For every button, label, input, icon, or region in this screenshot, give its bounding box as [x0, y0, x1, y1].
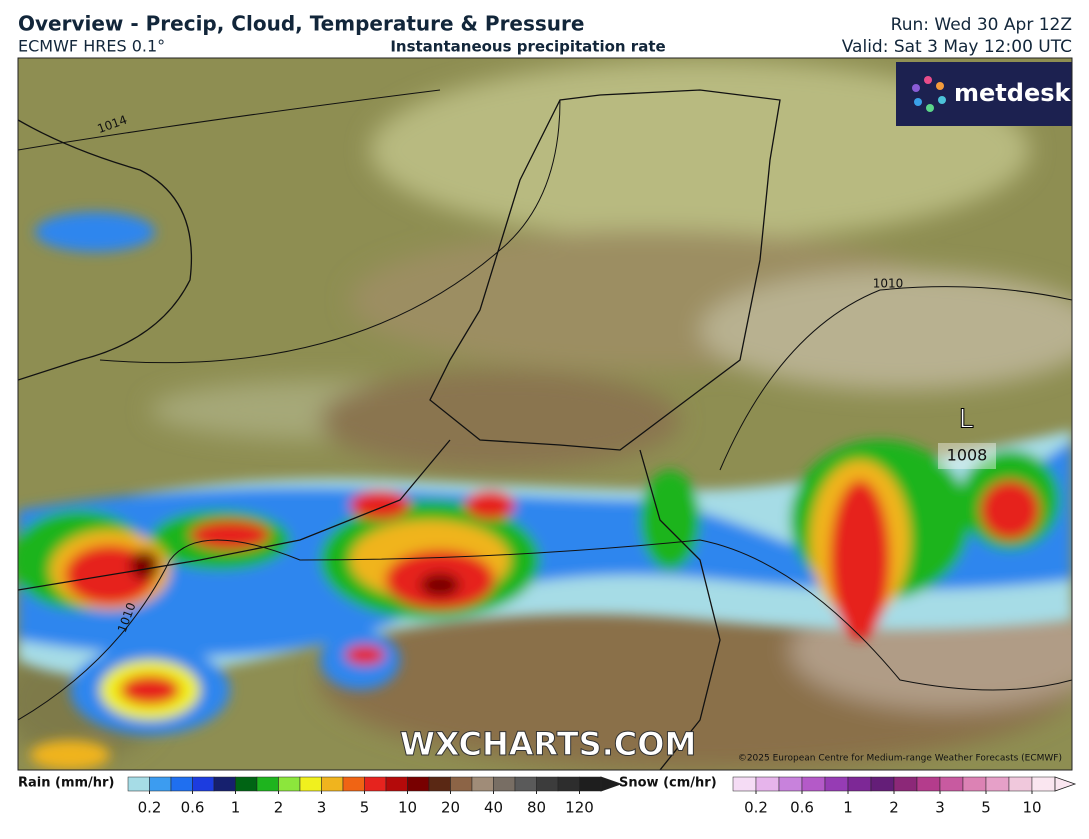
watermark: WXCHARTS.COM [400, 725, 697, 763]
logo: metdesk [954, 79, 1072, 107]
map: 1014 1010 1010 L 1008 WXCHARTS.COM ©2025… [18, 58, 1072, 770]
snow-swatch [870, 776, 895, 792]
snow-swatch [801, 776, 826, 792]
model: ECMWF HRES 0.1° [18, 37, 165, 56]
rain-arrow [600, 776, 623, 792]
rain-swatch [385, 776, 408, 792]
rain-tick-label: 5 [360, 799, 370, 817]
rain-swatch [407, 776, 430, 792]
snow-swatch [778, 776, 803, 792]
rain-tick-label: 80 [527, 799, 546, 817]
rain-swatch [299, 776, 322, 792]
rain-swatch [278, 776, 301, 792]
rain-swatch [493, 776, 516, 792]
title: Overview - Precip, Cloud, Temperature & … [18, 12, 584, 36]
snow-swatch [893, 776, 918, 792]
snow-swatch [732, 776, 757, 792]
snow-swatch [755, 776, 780, 792]
rain-swatch [256, 776, 279, 792]
rain-swatch [213, 776, 236, 792]
rain-tick-label: 0.2 [138, 799, 162, 817]
snow-legend-label: Snow (cm/hr) [619, 776, 717, 791]
rain-swatch [450, 776, 473, 792]
rain-swatch [579, 776, 602, 792]
snow-swatch [916, 776, 941, 792]
rain-swatch [471, 776, 494, 792]
run-time: Run: Wed 30 Apr 12Z [891, 15, 1072, 35]
rain-tick-label: 3 [317, 799, 327, 817]
rain-swatch [235, 776, 258, 792]
snow-swatch [939, 776, 964, 792]
snow-tick-label: 0.2 [744, 799, 768, 817]
rain-tick-label: 10 [398, 799, 417, 817]
snow-tick-label: 3 [935, 799, 945, 817]
rain-swatch [321, 776, 344, 792]
rain-swatch [364, 776, 387, 792]
snow-tick-label: 0.6 [790, 799, 814, 817]
snow-swatch [985, 776, 1010, 792]
rain-swatch [149, 776, 172, 792]
low-pressure: 1008 [947, 446, 988, 465]
snow-swatch [1031, 776, 1056, 792]
snow-swatch [1008, 776, 1033, 792]
rain-swatch [536, 776, 559, 792]
rain-swatch [170, 776, 193, 792]
rain-swatch [192, 776, 215, 792]
snow-tick-label: 5 [981, 799, 991, 817]
copyright: ©2025 European Centre for Medium-range W… [738, 754, 1062, 764]
snow-arrow [1054, 776, 1077, 792]
low-symbol: L [959, 405, 974, 435]
rain-tick-label: 0.6 [181, 799, 205, 817]
snow-tick-label: 2 [889, 799, 899, 817]
rain-tick-label: 20 [441, 799, 460, 817]
isobar-label: 1010 [873, 277, 904, 291]
subtitle: Instantaneous precipitation rate [390, 38, 665, 56]
rain-swatch [342, 776, 365, 792]
rain-swatch [557, 776, 580, 792]
snow-tick-label: 10 [1022, 799, 1041, 817]
rain-legend-label: Rain (mm/hr) [18, 776, 114, 791]
rain-swatch [127, 776, 150, 792]
rain-tick-label: 2 [274, 799, 284, 817]
rain-swatch [428, 776, 451, 792]
snow-swatch [962, 776, 987, 792]
rain-tick-label: 1 [231, 799, 241, 817]
legends: 0.2 0.6 1 2 3 5 10 20 40 80 120 0.2 0.6 1 2 3 5 10 [127, 776, 1077, 817]
snow-swatch [847, 776, 872, 792]
rain-swatch [514, 776, 537, 792]
snow-tick-label: 1 [843, 799, 853, 817]
rain-tick-label: 40 [484, 799, 503, 817]
snow-swatch [824, 776, 849, 792]
valid-time: Valid: Sat 3 May 12:00 UTC [842, 37, 1072, 57]
rain-tick-label: 120 [565, 799, 594, 817]
